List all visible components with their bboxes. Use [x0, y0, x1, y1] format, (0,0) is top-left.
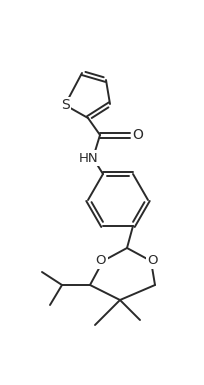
Text: O: O — [133, 128, 143, 142]
Text: O: O — [96, 254, 106, 268]
Text: O: O — [148, 254, 158, 268]
Text: HN: HN — [79, 152, 99, 164]
Text: S: S — [61, 98, 69, 112]
